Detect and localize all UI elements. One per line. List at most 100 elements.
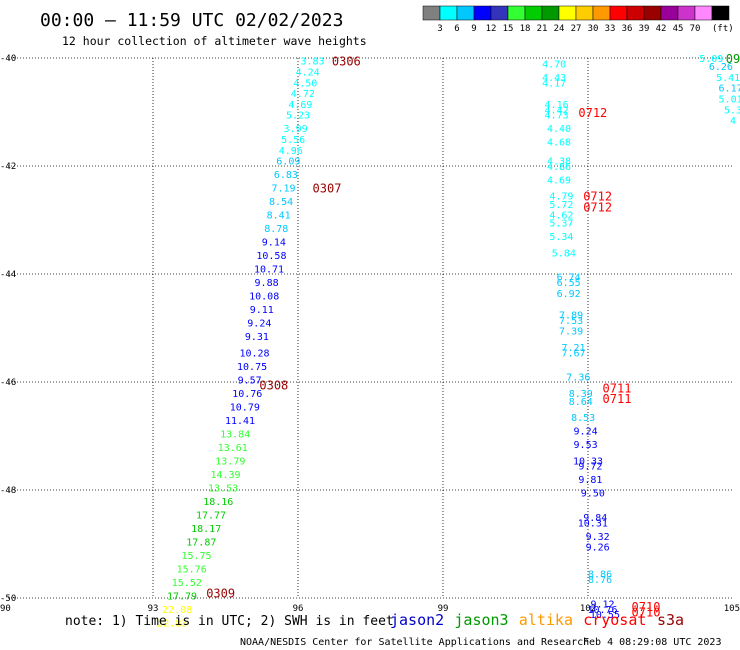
swh-value: 18.16 xyxy=(203,497,233,508)
time-label: 0712 xyxy=(583,190,612,204)
y-tick-label: -44 xyxy=(0,270,16,280)
colorbar-swatch xyxy=(439,5,458,21)
y-tick-label: -48 xyxy=(0,486,16,496)
swh-value: 9.12 xyxy=(590,599,614,610)
colorbar-label: 45 xyxy=(673,24,684,34)
colorbar-swatch xyxy=(456,5,475,21)
colorbar-label: 24 xyxy=(554,24,565,34)
x-tick-label: 102 xyxy=(580,604,596,614)
swh-value: 4.68 xyxy=(547,138,571,149)
swh-value: 4 xyxy=(730,116,736,127)
swh-value: 6.55 xyxy=(557,278,581,289)
colorbar-swatch xyxy=(609,5,628,21)
swh-value: 7.19 xyxy=(271,184,295,195)
swh-value: 4.70 xyxy=(542,59,566,70)
swh-value: 4.69 xyxy=(288,100,312,111)
time-labels: 0306030703080309071207120712071107110710… xyxy=(206,52,740,620)
data-points: 3.834.244.504.724.695.233.995.564.966.09… xyxy=(157,54,740,629)
colorbar-label: 6 xyxy=(454,24,459,34)
swh-value: 5.37 xyxy=(549,219,573,230)
grid xyxy=(8,57,733,599)
swh-value: 6.74 xyxy=(557,273,581,284)
colorbar-label: 12 xyxy=(486,24,497,34)
swh-value: 17.87 xyxy=(186,537,216,548)
colorbar-units: (ft) xyxy=(712,24,734,34)
time-label: 0711 xyxy=(603,392,632,406)
swh-value: 6.26 xyxy=(709,62,733,73)
swh-value: 9.84 xyxy=(583,513,607,524)
colorbar-swatch xyxy=(541,5,560,21)
colorbar-swatch xyxy=(643,5,662,21)
swh-value: 17.77 xyxy=(196,510,226,521)
swh-value: 4.79 xyxy=(549,192,573,203)
swh-value: 8.78 xyxy=(264,224,288,235)
colorbar-swatch xyxy=(592,5,611,21)
time-label: 09 xyxy=(726,52,740,66)
colorbar: 3 6 9 12 15 18 21 24 27 30 33 36 39 42 45 70 xyxy=(422,5,730,34)
swh-value: 9.50 xyxy=(581,489,605,500)
swh-value: 18.17 xyxy=(191,524,221,535)
swh-value: 17.79 xyxy=(167,591,197,602)
swh-value: 9.26 xyxy=(586,543,610,554)
swh-value: 13.61 xyxy=(218,443,248,454)
swh-value: 5.09 xyxy=(699,54,723,65)
swh-value: 3.99 xyxy=(284,124,308,135)
swh-value: 4.69 xyxy=(547,176,571,187)
colorbar-label: 36 xyxy=(622,24,633,34)
colorbar-label: 33 xyxy=(605,24,616,34)
swh-value: 9.72 xyxy=(578,462,602,473)
chart-title: 00:00 – 11:59 UTC 02/02/2023 xyxy=(40,10,343,31)
swh-value: 9.24 xyxy=(247,319,271,330)
swh-value: 8.39 xyxy=(569,389,593,400)
y-tick-label: -46 xyxy=(0,378,16,388)
swh-value: 5.56 xyxy=(281,135,305,146)
swh-value: 8.64 xyxy=(569,397,593,408)
swh-value: 5.01 xyxy=(719,95,740,106)
swh-value: 4.42 xyxy=(545,105,569,116)
swh-value: 4.16 xyxy=(545,100,569,111)
colorbar-label: 42 xyxy=(656,24,667,34)
x-tick-label: 90 xyxy=(0,604,11,614)
swh-value: 7.36 xyxy=(566,373,590,384)
swh-value: 4.40 xyxy=(547,124,571,135)
swh-value: 11.41 xyxy=(225,416,255,427)
swh-value: 5.72 xyxy=(549,200,573,211)
time-label: 0307 xyxy=(313,182,342,196)
time-label: 0711 xyxy=(603,381,632,395)
swh-value: 15.76 xyxy=(177,564,207,575)
y-tick-label: -42 xyxy=(0,162,16,172)
swh-value: 10.31 xyxy=(578,518,608,529)
colorbar-swatch xyxy=(524,5,543,21)
colorbar-swatch xyxy=(694,5,713,21)
swh-value: 6.83 xyxy=(274,170,298,181)
swh-value: 10.79 xyxy=(230,402,260,413)
footer-note: note: 1) Time is in UTC; 2) SWH is in fe… xyxy=(65,614,394,629)
swh-value: 9.24 xyxy=(574,427,598,438)
colorbar-label: 30 xyxy=(588,24,599,34)
swh-value: 7.89 xyxy=(559,311,583,322)
y-tick-label: -40 xyxy=(0,54,16,64)
colorbar-swatch xyxy=(473,5,492,21)
swh-value: 7.21 xyxy=(561,343,585,354)
swh-value: 6.17 xyxy=(719,84,740,95)
swh-value: 4.17 xyxy=(542,78,566,89)
colorbar-label: 15 xyxy=(503,24,514,34)
time-label: 0309 xyxy=(206,587,235,601)
swh-value: 10.75 xyxy=(237,362,267,373)
swh-value: 4.96 xyxy=(279,146,303,157)
colorbar-swatch xyxy=(558,5,577,21)
chart-subtitle: 12 hour collection of altimeter wave hei… xyxy=(62,34,367,48)
swh-value: 4.72 xyxy=(291,89,315,100)
swh-value: 8.53 xyxy=(571,413,595,424)
swh-value: 22.08 xyxy=(162,605,192,616)
colorbar-swatch xyxy=(626,5,645,21)
colorbar-swatch xyxy=(677,5,696,21)
colorbar-label: 21 xyxy=(537,24,548,34)
colorbar-label: 3 xyxy=(437,24,442,34)
swh-value: 9.31 xyxy=(245,332,269,343)
swh-value: 7.53 xyxy=(559,316,583,327)
footer-credit: NOAA/NESDIS Center for Satellite Applica… xyxy=(240,637,589,648)
swh-value: 9.11 xyxy=(250,305,274,316)
time-label: 0712 xyxy=(583,201,612,215)
